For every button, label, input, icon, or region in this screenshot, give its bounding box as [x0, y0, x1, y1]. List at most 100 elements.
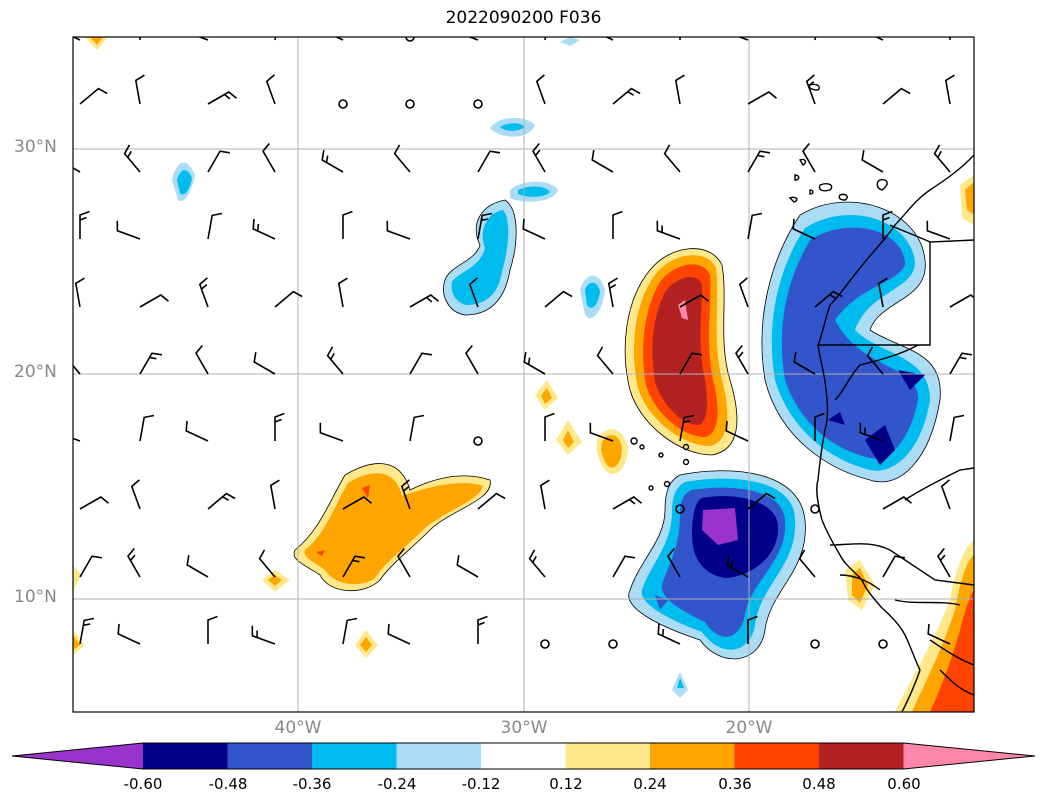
- wind-barb: [139, 37, 141, 40]
- wind-barb: [265, 74, 276, 105]
- map-panel: [72, 36, 975, 713]
- wind-barb: [612, 210, 623, 239]
- wind-barb: [321, 149, 344, 173]
- wind-barb: [949, 352, 973, 375]
- wind-barb: [251, 625, 276, 645]
- wind-barb: [679, 414, 695, 442]
- calm-wind-circles: [338, 37, 888, 649]
- positive-anomaly-west: [294, 463, 491, 591]
- wind-barb: [747, 91, 778, 105]
- wind-barb: [409, 352, 433, 375]
- wind-barb: [528, 549, 546, 578]
- wind-barb: [949, 37, 951, 40]
- wind-barb: [596, 346, 614, 375]
- colorbar-outline: [11, 742, 1036, 770]
- wind-barb: [926, 220, 951, 240]
- wind-barb: [258, 549, 276, 578]
- colorbar-segment: [227, 743, 313, 769]
- wind-barb: [342, 210, 353, 239]
- wind-barb: [386, 220, 411, 240]
- lat-label-20n: 20°N: [14, 362, 57, 382]
- wind-barb: [657, 623, 681, 645]
- wind-barb: [866, 346, 884, 375]
- wind-barb: [207, 91, 238, 105]
- wind-barb: [882, 87, 911, 105]
- wind-barb: [123, 144, 141, 173]
- lat-label-10n: 10°N: [14, 587, 57, 607]
- wind-barb: [477, 615, 488, 644]
- wind-barb: [735, 344, 749, 375]
- wind-barb: [802, 142, 816, 173]
- wind-barb: [342, 555, 366, 578]
- wind-barb: [387, 623, 411, 645]
- wind-barb: [882, 210, 893, 239]
- wind-barb: [139, 352, 163, 375]
- wind-barb: [882, 496, 913, 510]
- wind-barb: [535, 74, 546, 105]
- wind-barb: [79, 87, 108, 105]
- lat-label-30n: 30°N: [14, 137, 57, 157]
- lon-label-40w: 40°W: [274, 718, 322, 738]
- wind-barb: [937, 547, 951, 578]
- colorbar-segment: [396, 743, 482, 769]
- wind-barb: [612, 496, 643, 510]
- wind-barb: [949, 414, 965, 442]
- wind-barb: [949, 294, 974, 308]
- wind-barb: [927, 623, 951, 645]
- wind-barb: [933, 144, 951, 173]
- wind-barb: [747, 212, 763, 240]
- colorbar-segment: [143, 743, 228, 769]
- wind-barb: [409, 414, 425, 442]
- colorbar-segment: [12, 743, 143, 769]
- wind-barb: [342, 496, 373, 510]
- wind-barb: [747, 150, 771, 173]
- wind-barb: [663, 144, 681, 173]
- wind-barb: [805, 74, 816, 105]
- colorbar-tick-label: -0.24: [377, 775, 417, 793]
- wind-barb: [944, 74, 955, 105]
- colorbar-tick-label: -0.12: [461, 775, 501, 793]
- wind-barb: [198, 277, 209, 308]
- wind-barb: [861, 149, 884, 173]
- colorbar-tick-label: -0.60: [123, 775, 163, 793]
- colorbar-tick-label: 0.48: [802, 775, 836, 793]
- wind-barb: [207, 150, 231, 173]
- wind-barb: [877, 277, 888, 308]
- wind-barb: [522, 218, 546, 240]
- wind-barb: [465, 344, 479, 375]
- wind-barb: [477, 492, 506, 510]
- wind-barb: [747, 615, 758, 644]
- negative-anomaly-south: [628, 470, 806, 698]
- wind-barb: [342, 617, 358, 645]
- wind-barb: [130, 479, 141, 510]
- wind-barb: [738, 277, 749, 308]
- wind-barb: [607, 277, 618, 308]
- wind-barb: [468, 277, 479, 308]
- wind-barb: [544, 37, 547, 41]
- wind-barb: [612, 555, 636, 578]
- colorbar-tick-label: -0.48: [208, 775, 248, 793]
- wind-barb: [409, 294, 440, 308]
- wind-barb: [319, 422, 344, 442]
- wind-barb: [814, 37, 817, 41]
- wind-barb: [523, 351, 546, 375]
- wind-barb: [400, 479, 411, 510]
- colorbar-segment: [734, 743, 820, 769]
- wind-barb: [134, 74, 145, 105]
- wind-barb: [456, 554, 479, 578]
- wind-barb: [393, 144, 411, 173]
- wind-barbs: [73, 37, 974, 645]
- wind-barb: [544, 412, 555, 441]
- wind-barb: [477, 150, 501, 173]
- wind-barb: [139, 414, 155, 442]
- colorbar-tick-label: 0.24: [633, 775, 667, 793]
- wind-barb: [139, 294, 170, 308]
- wind-barb: [674, 74, 685, 105]
- wind-barb: [679, 37, 681, 40]
- wind-barb: [252, 218, 276, 240]
- wind-barb: [73, 364, 81, 375]
- contour-lines: [293, 199, 941, 660]
- wind-barb: [544, 290, 573, 308]
- wind-barb: [798, 549, 816, 578]
- colorbar-segment: [903, 743, 1035, 769]
